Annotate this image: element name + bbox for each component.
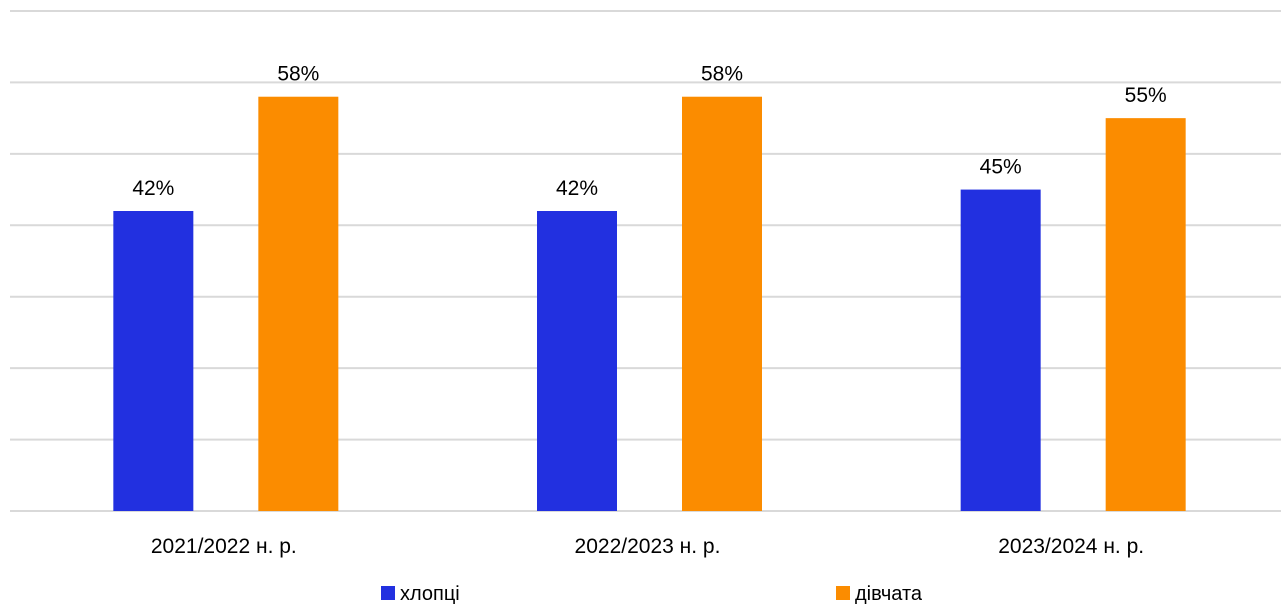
bar-boys: [537, 211, 617, 511]
legend-swatch: [381, 586, 395, 600]
x-tick-label: 2021/2022 н. р.: [151, 535, 297, 558]
legend-label: хлопці: [400, 583, 460, 605]
x-tick-label: 2023/2024 н. р.: [998, 535, 1144, 558]
data-label: 58%: [277, 63, 319, 86]
data-labels: 42% 58% 42% 58% 45% 55%: [132, 63, 1166, 200]
data-label: 55%: [1125, 84, 1167, 107]
x-axis-tick-labels: 2021/2022 н. р. 2022/2023 н. р. 2023/2024 …: [151, 535, 1144, 558]
legend-swatch: [836, 586, 850, 600]
bar-girls: [682, 96, 762, 511]
data-label: 45%: [980, 156, 1022, 179]
bar-boys: [113, 211, 194, 511]
bar-girls: [1105, 118, 1186, 512]
data-label: 42%: [556, 177, 598, 200]
legend-label: дівчата: [855, 583, 923, 605]
bar-girls: [258, 96, 339, 511]
data-label: 42%: [132, 177, 174, 200]
x-tick-label: 2022/2023 н. р.: [575, 535, 721, 558]
bars: [113, 96, 1186, 512]
gridlines: [10, 10, 1281, 512]
legend: хлопці дівчата: [381, 583, 923, 605]
data-label: 58%: [701, 63, 743, 86]
bar-boys: [960, 189, 1041, 512]
